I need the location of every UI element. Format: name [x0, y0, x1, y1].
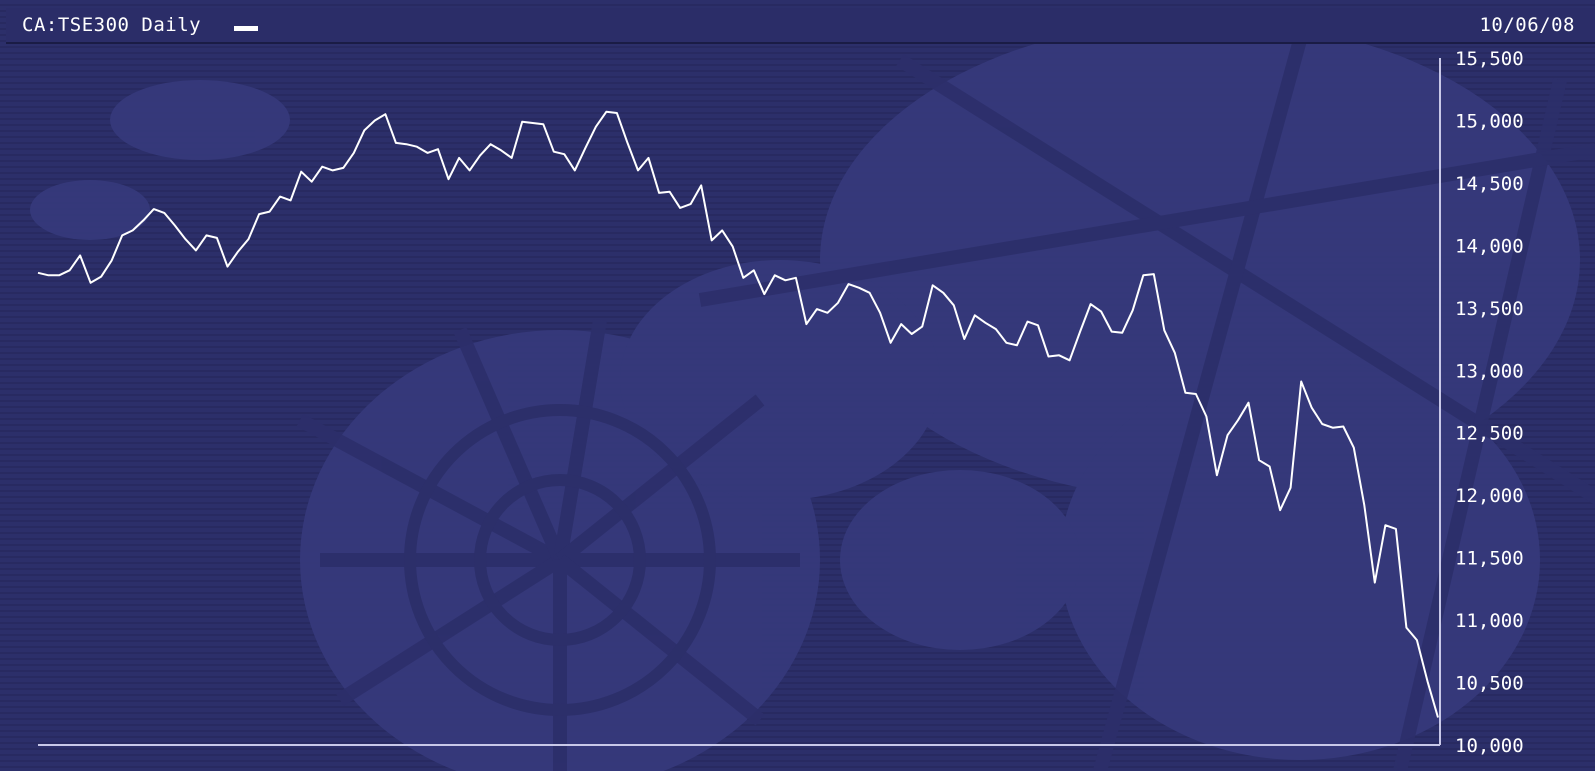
y-tick-label: 14,000 — [1455, 235, 1524, 257]
series-line — [37, 110, 1439, 718]
y-tick-label: 15,500 — [1455, 48, 1524, 70]
y-tick-label: 13,500 — [1455, 298, 1524, 320]
series-legend-swatch — [234, 26, 258, 31]
y-tick-label: 12,500 — [1455, 423, 1524, 445]
y-tick-labels: 15,500 15,000 14,500 14,000 13,500 13,000 12,5… — [1455, 48, 1524, 757]
y-tick-label: 15,000 — [1455, 110, 1524, 132]
chart-date: 10/06/08 — [1479, 14, 1575, 36]
y-tick-label: 10,500 — [1455, 673, 1524, 695]
y-tick-label: 11,000 — [1455, 610, 1524, 632]
y-tick-label: 14,500 — [1455, 173, 1524, 195]
y-tick-label: 11,500 — [1455, 548, 1524, 570]
y-tick-label: 10,000 — [1455, 735, 1524, 757]
chart-title: CA:TSE300 Daily — [22, 14, 202, 36]
chart-header: CA:TSE300 Daily 10/06/08 — [6, 8, 1595, 44]
y-tick-label: 12,000 — [1455, 485, 1524, 507]
y-tick-label: 13,000 — [1455, 360, 1524, 382]
